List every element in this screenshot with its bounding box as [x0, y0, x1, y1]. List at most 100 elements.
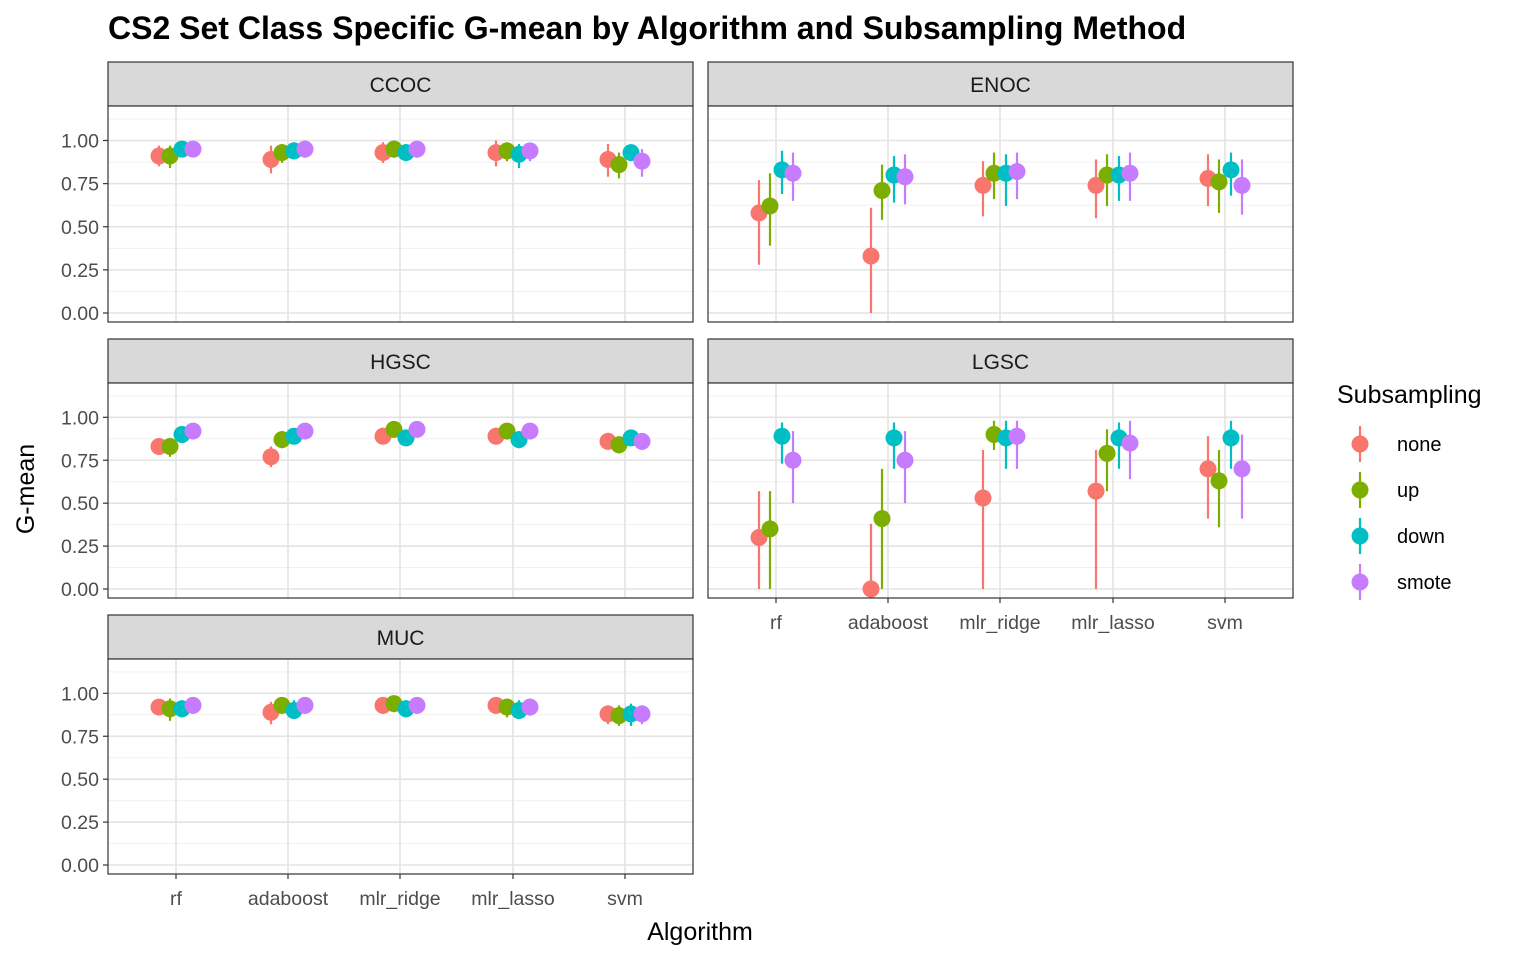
legend-key-point	[1351, 481, 1369, 499]
data-point-smote	[784, 164, 802, 182]
x-tick-label: adaboost	[248, 888, 329, 910]
data-point-down	[1222, 161, 1240, 179]
legend-item-none: none	[1351, 426, 1442, 462]
y-tick-label: 0.75	[61, 726, 99, 748]
data-point-up	[385, 420, 403, 438]
data-point-up	[873, 510, 891, 528]
legend-item-smote: smote	[1351, 564, 1451, 600]
data-point-up	[498, 422, 516, 440]
x-tick-label: rf	[770, 612, 782, 634]
facet-panels: CCOC 0.00 0.25 0.50 0.75 1.00 ENOC HGSC 0.00 0.25…	[61, 61, 1294, 910]
y-tick-label: 0.25	[61, 260, 99, 282]
y-tick-label: 0.50	[61, 769, 99, 791]
facet-panel-ccoc: CCOC 0.00 0.25 0.50 0.75 1.00	[61, 61, 694, 325]
legend-title: Subsampling	[1337, 381, 1482, 409]
data-point-up	[1210, 472, 1228, 490]
x-tick-label: mlr_ridge	[359, 888, 440, 910]
data-point-up	[1098, 166, 1116, 184]
y-tick-label: 0.50	[61, 493, 99, 515]
data-point-up	[161, 438, 179, 456]
panel-border	[107, 382, 694, 599]
data-point-smote	[633, 705, 651, 723]
x-tick-label: mlr_lasso	[1071, 612, 1155, 634]
legend-item-up: up	[1351, 472, 1419, 508]
data-point-up	[610, 156, 628, 174]
legend-label: none	[1397, 434, 1442, 456]
chart-title: CS2 Set Class Specific G-mean by Algorit…	[108, 10, 1186, 46]
data-point-none	[262, 448, 280, 466]
y-tick-label: 1.00	[61, 131, 99, 153]
x-tick-label: svm	[607, 888, 643, 910]
data-point-smote	[1008, 163, 1026, 181]
data-point-none	[1087, 482, 1105, 500]
facet-panel-muc: MUC 0.00 0.25 0.50 0.75 1.00 rf adaboost mlr_rid…	[61, 614, 694, 910]
facet-panel-hgsc: HGSC 0.00 0.25 0.50 0.75 1.00	[61, 338, 694, 601]
data-point-down	[885, 429, 903, 447]
panel-border	[107, 105, 694, 323]
x-tick-label: svm	[1207, 612, 1243, 634]
y-axis-title: G-mean	[12, 444, 40, 534]
data-point-none	[862, 580, 880, 598]
data-point-smote	[1121, 434, 1139, 452]
data-point-down	[1222, 429, 1240, 447]
facet-strip-label: CCOC	[370, 74, 432, 97]
data-point-smote	[184, 422, 202, 440]
data-point-smote	[521, 142, 539, 160]
data-point-smote	[521, 698, 539, 716]
x-tick-label: adaboost	[848, 612, 929, 634]
data-point-smote	[296, 696, 314, 714]
y-tick-label: 0.75	[61, 174, 99, 196]
x-tick-label: rf	[170, 888, 182, 910]
data-point-up	[761, 520, 779, 538]
legend-label: up	[1397, 480, 1419, 502]
x-axis-title: Algorithm	[647, 918, 753, 946]
data-point-up	[1210, 173, 1228, 191]
data-point-none	[862, 247, 880, 265]
data-point-smote	[296, 422, 314, 440]
data-point-smote	[408, 696, 426, 714]
data-point-none	[1199, 460, 1217, 478]
data-point-smote	[896, 451, 914, 469]
data-point-smote	[896, 168, 914, 186]
data-point-none	[1087, 176, 1105, 194]
data-point-down	[773, 427, 791, 445]
facet-strip-label: ENOC	[970, 74, 1031, 97]
data-point-up	[761, 197, 779, 215]
y-tick-label: 0.25	[61, 812, 99, 834]
data-point-up	[985, 164, 1003, 182]
facet-panel-enoc: ENOC	[707, 61, 1294, 323]
y-tick-label: 0.00	[61, 303, 99, 325]
legend: Subsampling none up down smote	[1337, 381, 1482, 600]
data-point-up	[161, 700, 179, 718]
facet-strip	[707, 61, 1294, 107]
x-tick-label: mlr_ridge	[959, 612, 1040, 634]
facet-strip-label: HGSC	[370, 351, 431, 374]
data-point-smote	[408, 140, 426, 158]
data-point-smote	[184, 140, 202, 158]
y-tick-label: 0.75	[61, 450, 99, 472]
data-point-smote	[408, 420, 426, 438]
data-point-smote	[521, 422, 539, 440]
legend-label: down	[1397, 526, 1445, 548]
data-point-none	[974, 176, 992, 194]
data-point-up	[873, 182, 891, 200]
data-point-smote	[633, 152, 651, 170]
data-point-smote	[296, 140, 314, 158]
y-tick-label: 1.00	[61, 407, 99, 429]
y-tick-label: 1.00	[61, 683, 99, 705]
facet-strip	[107, 61, 694, 107]
y-tick-label: 0.00	[61, 855, 99, 877]
data-point-smote	[784, 451, 802, 469]
legend-key-point	[1351, 573, 1369, 591]
legend-label: smote	[1397, 572, 1451, 594]
data-point-smote	[1008, 427, 1026, 445]
y-tick-label: 0.00	[61, 579, 99, 601]
data-point-smote	[1233, 176, 1251, 194]
legend-key-point	[1351, 435, 1369, 453]
legend-key-point	[1351, 527, 1369, 545]
legend-item-down: down	[1351, 518, 1445, 554]
x-tick-label: mlr_lasso	[471, 888, 555, 910]
facet-panel-lgsc: LGSC rf adaboost mlr_ridge mlr_lasso svm	[707, 338, 1294, 634]
y-tick-label: 0.50	[61, 217, 99, 239]
